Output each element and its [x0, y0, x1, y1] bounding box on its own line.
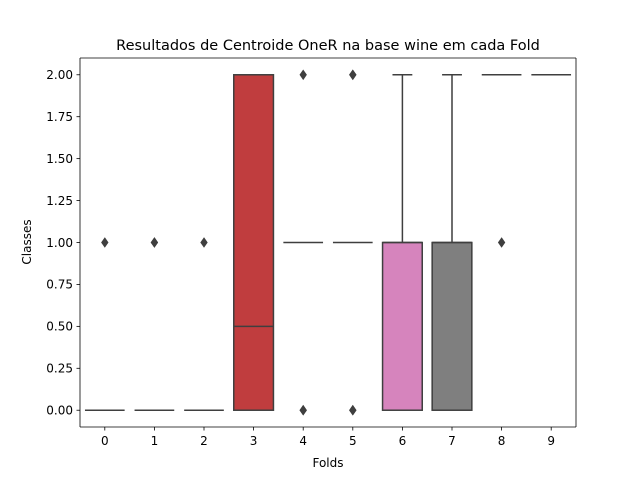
y-tick-label: 0.25 [46, 362, 73, 376]
outlier-point [299, 69, 307, 81]
box-fold-1 [134, 237, 175, 411]
x-tick-label: 5 [349, 434, 357, 448]
outlier-point [299, 404, 307, 416]
axes: 0.00 0.25 0.50 0.75 1.00 1.25 1.50 1.75 2.00 0 1 2 3… [46, 57, 577, 448]
box-fold-0 [84, 237, 125, 411]
y-tick-label: 1.00 [46, 236, 73, 250]
box-fold-6 [381, 74, 423, 411]
x-tick-label: 4 [299, 434, 307, 448]
x-tick-label: 0 [101, 434, 109, 448]
plot-area [84, 69, 572, 416]
x-tick-label: 9 [547, 434, 555, 448]
y-tick-label: 2.00 [46, 68, 73, 82]
y-tick-label: 0.75 [46, 278, 73, 292]
x-tick-label: 6 [399, 434, 407, 448]
y-tick-label: 1.50 [46, 152, 73, 166]
box-fold-7 [431, 74, 473, 411]
box-fold-8 [481, 74, 522, 248]
x-tick-label: 7 [448, 434, 456, 448]
box-fold-4 [283, 69, 324, 416]
outlier-point [349, 69, 357, 81]
y-tick-label: 0.00 [46, 404, 73, 418]
outlier-point [101, 237, 109, 248]
chart-title: Resultados de Centroide OneR na base win… [116, 38, 540, 54]
outlier-point [150, 237, 159, 248]
box-rect [381, 241, 423, 411]
outlier-point [200, 237, 208, 248]
outlier-point [349, 404, 357, 416]
x-tick-label: 8 [498, 434, 506, 448]
y-tick-label: 1.25 [46, 194, 73, 208]
x-tick-label: 1 [151, 434, 159, 448]
box-rect [233, 74, 275, 411]
y-tick-label: 0.50 [46, 320, 73, 334]
box-fold-3 [233, 74, 275, 411]
y-tick-label: 1.75 [46, 110, 73, 124]
box-fold-5 [332, 69, 373, 416]
x-axis-label: Folds [312, 456, 343, 470]
y-axis-label: Classes [20, 219, 34, 264]
box-rect [431, 241, 473, 411]
x-tick-label: 3 [250, 434, 258, 448]
outlier-point [497, 237, 506, 248]
box-fold-2 [184, 237, 224, 411]
x-tick-label: 2 [200, 434, 208, 448]
